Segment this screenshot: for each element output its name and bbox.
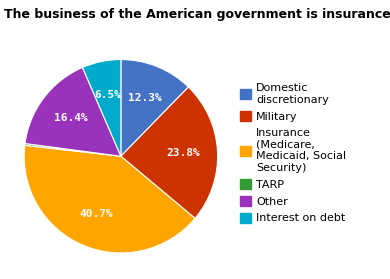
Legend: Domestic
discretionary, Military, Insurance
(Medicare,
Medicaid, Social
Security: Domestic discretionary, Military, Insura… <box>239 83 346 223</box>
Text: 16.4%: 16.4% <box>54 113 88 123</box>
Text: 6.5%: 6.5% <box>95 90 122 100</box>
Wedge shape <box>121 87 218 218</box>
Wedge shape <box>121 59 188 156</box>
Wedge shape <box>25 68 121 156</box>
Text: 40.7%: 40.7% <box>79 209 113 219</box>
Text: 23.8%: 23.8% <box>167 148 200 158</box>
Text: 12.3%: 12.3% <box>128 93 161 103</box>
Wedge shape <box>25 143 121 156</box>
Wedge shape <box>83 59 121 156</box>
Wedge shape <box>24 145 195 253</box>
Text: The business of the American government is insurance: The business of the American government … <box>4 8 390 21</box>
